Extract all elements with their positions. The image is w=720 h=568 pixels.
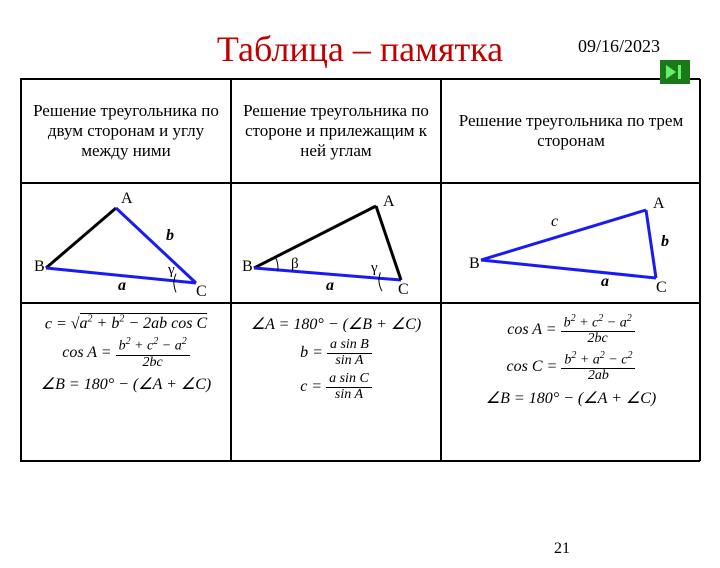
svg-text:B: B: [242, 258, 253, 275]
svg-text:a: a: [326, 277, 334, 294]
triangle-1: γ A B Cb a: [21, 183, 231, 303]
svg-text:c: c: [551, 213, 558, 230]
svg-text:γ: γ: [167, 262, 175, 278]
formulas-col-2: ∠A = 180° − (∠B + ∠C)b = a sin Bsin Ac =…: [231, 303, 441, 461]
formulas-col-3: cos A = b2 + c2 − a22bccos C = b2 + a2 −…: [441, 303, 701, 461]
svg-text:a: a: [118, 277, 126, 294]
formulas-col-1: c = √a2 + b2 − 2ab cos Ccos A = b2 + c2 …: [21, 303, 231, 461]
triangle-2: β γ A B Ca: [231, 183, 441, 303]
svg-text:A: A: [121, 190, 133, 207]
svg-text:B: B: [469, 255, 480, 272]
svg-text:b: b: [661, 233, 669, 250]
header-col-3: Решение треугольника по трем сторонам: [441, 79, 701, 183]
next-slide-button[interactable]: [660, 60, 690, 84]
page-number: 21: [554, 540, 570, 558]
svg-text:C: C: [398, 281, 409, 298]
date-label: 09/16/2023: [578, 36, 660, 57]
svg-text:A: A: [653, 195, 665, 212]
svg-text:A: A: [383, 193, 395, 210]
reference-table: Решение треугольника по двум сторонам и …: [20, 78, 700, 462]
header-col-1: Решение треугольника по двум сторонам и …: [21, 79, 231, 183]
svg-text:C: C: [196, 283, 207, 298]
svg-text:C: C: [656, 279, 667, 296]
triangle-3: A B Cc b a: [441, 183, 701, 303]
svg-text:B: B: [34, 258, 45, 275]
header-col-2: Решение треугольника по стороне и прилеж…: [231, 79, 441, 183]
svg-text:β: β: [291, 256, 299, 272]
svg-text:γ: γ: [370, 260, 378, 276]
svg-text:b: b: [166, 227, 174, 244]
svg-text:a: a: [601, 273, 609, 290]
play-forward-icon: [664, 63, 686, 81]
